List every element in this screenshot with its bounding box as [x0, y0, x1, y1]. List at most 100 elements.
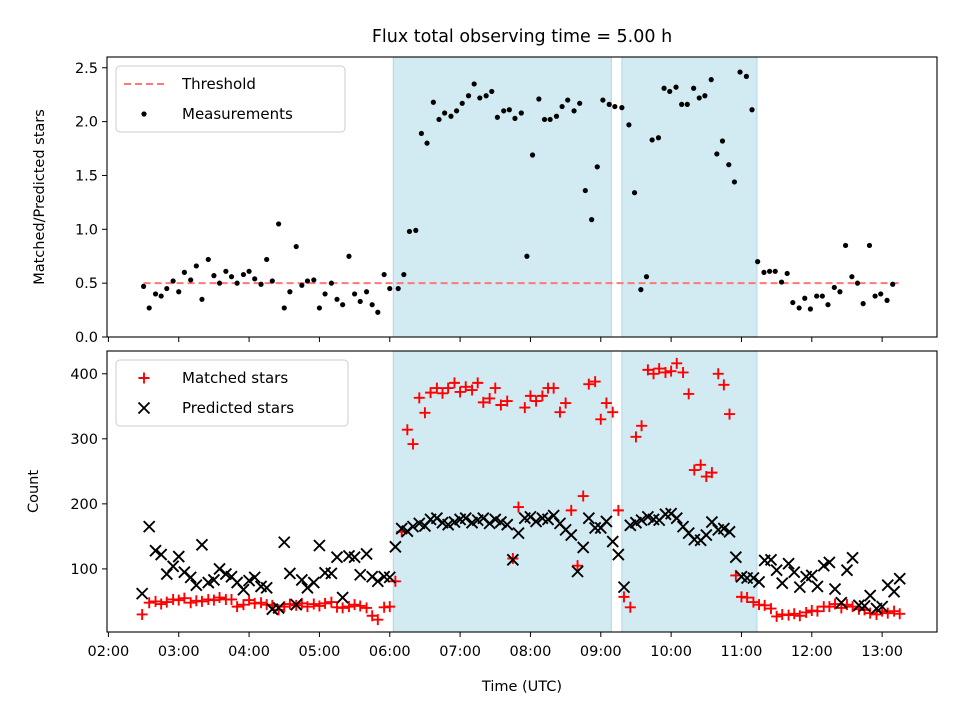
matched-stars-point	[354, 600, 366, 612]
predicted-stars-point	[278, 536, 291, 549]
measurement-point	[146, 305, 152, 311]
measurement-point	[719, 138, 726, 144]
matched-stars-point	[894, 608, 906, 620]
matched-stars-point	[214, 592, 226, 604]
matched-stars-point	[653, 363, 665, 375]
y-tick-label: 200	[70, 497, 98, 513]
matched-stars-point	[706, 467, 718, 479]
predicted-stars-point	[700, 528, 713, 542]
predicted-stars-point	[840, 564, 854, 577]
measurement-point	[819, 293, 825, 299]
predicted-stars-point	[354, 568, 367, 581]
measurement-point	[631, 190, 638, 196]
predicted-stars-point	[389, 540, 402, 553]
observing-window-shade-1	[392, 57, 612, 337]
measurement-point	[299, 282, 305, 288]
legend: Threshold Measurements	[115, 65, 346, 133]
predicted-stars-point	[441, 518, 455, 531]
measurement-point	[854, 280, 861, 286]
matched-stars-point	[600, 397, 612, 409]
matched-stars-point	[683, 388, 695, 400]
x-tick-label: 12:00	[791, 644, 833, 660]
axes-frame	[106, 350, 938, 633]
measurement-point	[577, 100, 583, 106]
measurement-point	[234, 280, 240, 286]
matched-stars-point	[454, 386, 466, 398]
measurement-point	[536, 96, 542, 102]
measurement-point	[140, 283, 147, 289]
series-measurements	[140, 69, 896, 315]
measurement-point	[311, 277, 317, 283]
predicted-stars-point	[195, 538, 209, 552]
matched-stars-point	[343, 601, 355, 613]
predicted-stars-point	[547, 509, 560, 522]
legend-label: Predicted stars	[182, 399, 294, 417]
measurement-point	[351, 291, 358, 297]
y-axis-label: Matched/Predicted stars	[32, 109, 48, 285]
predicted-stars-point	[184, 571, 197, 584]
matched-stars-point	[583, 378, 595, 390]
measurement-point	[459, 100, 465, 106]
matched-stars-point	[413, 392, 425, 404]
measurement-point	[381, 271, 387, 278]
x-tick-label: 06:00	[369, 644, 411, 660]
matched-stars-point	[589, 376, 601, 388]
predicted-stars-point	[248, 571, 261, 584]
matched-stars-point	[659, 366, 671, 378]
measurement-point	[453, 108, 460, 114]
measurement-point	[547, 116, 553, 123]
measurement-point	[582, 187, 588, 194]
measurement-point	[501, 108, 507, 114]
predicted-stars-point	[846, 551, 859, 565]
matched-stars-point	[489, 382, 501, 394]
predicted-stars-point	[313, 539, 326, 552]
matched-stars-point	[565, 504, 577, 516]
measurement-point	[494, 114, 500, 120]
measurement-point	[626, 122, 632, 128]
measurement-point	[825, 302, 831, 308]
matched-stars-point	[630, 431, 642, 443]
matched-stars-point	[871, 608, 883, 620]
measurement-point	[395, 285, 401, 292]
measurement-point	[228, 274, 235, 280]
matched-stars-point	[243, 594, 255, 606]
predicted-stars-point	[506, 553, 520, 566]
matched-stars-point	[747, 596, 759, 608]
measurement-point	[731, 179, 738, 185]
matched-stars-point	[425, 387, 437, 399]
predicted-stars-point	[512, 526, 525, 540]
measurement-point	[334, 296, 340, 302]
matched-stars-point	[536, 390, 548, 402]
predicted-stars-point	[529, 515, 543, 528]
measurement-point	[246, 268, 252, 274]
y-tick-label: 300	[70, 432, 98, 448]
matched-stars-point	[718, 379, 730, 391]
matched-stars-point	[237, 599, 249, 611]
measurement-point	[401, 271, 407, 278]
predicted-stars-point	[459, 511, 472, 525]
predicted-stars-point	[330, 551, 344, 564]
matched-stars-point	[196, 595, 208, 607]
measurement-point	[216, 280, 223, 286]
matched-stars-point	[835, 602, 847, 614]
measurement-point	[211, 273, 217, 279]
measurement-point	[619, 105, 625, 111]
measurement-point	[691, 85, 697, 91]
measurement-point	[477, 95, 483, 101]
predicted-stars-point	[828, 582, 842, 596]
matched-stars-point	[882, 607, 894, 619]
measurement-point	[890, 281, 896, 287]
matched-stars-point	[788, 608, 800, 620]
measurement-point	[831, 284, 837, 291]
x-tick-label: 13:00	[861, 644, 903, 660]
x-tick-label: 09:00	[580, 644, 622, 660]
matched-stars-point	[442, 382, 454, 394]
measurement-point	[346, 253, 352, 259]
matched-stars-point	[888, 605, 900, 617]
matched-stars-point	[173, 594, 185, 606]
y-tick-label: 1.5	[75, 168, 98, 184]
predicted-stars-point	[307, 576, 320, 589]
matched-stars-point	[624, 601, 636, 613]
measurement-point	[571, 108, 577, 114]
